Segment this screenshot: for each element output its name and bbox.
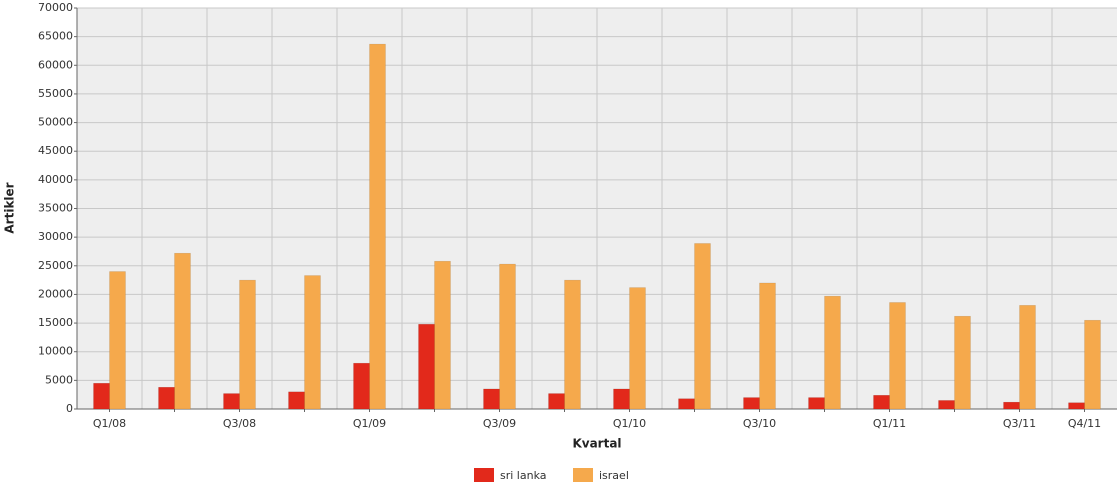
bar bbox=[369, 43, 386, 410]
bar bbox=[1084, 319, 1101, 410]
legend-swatch bbox=[474, 468, 494, 482]
x-tick-label: Q1/09 bbox=[353, 417, 386, 430]
x-tick-label: Q3/08 bbox=[223, 417, 256, 430]
bar bbox=[629, 287, 646, 410]
bar bbox=[223, 393, 240, 410]
y-tick-label: 20000 bbox=[38, 287, 73, 300]
bar bbox=[808, 397, 825, 410]
bar bbox=[759, 282, 776, 410]
y-tick-label: 60000 bbox=[38, 58, 73, 71]
bar bbox=[1068, 402, 1085, 410]
y-tick-label: 15000 bbox=[38, 316, 73, 329]
bar bbox=[824, 295, 841, 410]
y-axis-title: Artikler bbox=[3, 182, 17, 233]
y-tick-label: 55000 bbox=[38, 87, 73, 100]
y-tick-label: 5000 bbox=[45, 373, 73, 386]
legend-label: sri lanka bbox=[500, 469, 547, 482]
bar bbox=[954, 315, 971, 410]
y-tick-label: 45000 bbox=[38, 144, 73, 157]
bar bbox=[109, 271, 126, 410]
bar bbox=[434, 260, 451, 410]
bar bbox=[418, 323, 435, 410]
bar bbox=[743, 397, 760, 410]
x-axis-title: Kvartal bbox=[572, 437, 621, 451]
y-tick-label: 25000 bbox=[38, 259, 73, 272]
bar bbox=[499, 263, 516, 410]
x-tick-label: Q4/11 bbox=[1068, 417, 1101, 430]
x-tick-label: Q3/10 bbox=[743, 417, 776, 430]
y-tick-label: 40000 bbox=[38, 173, 73, 186]
bar bbox=[548, 393, 565, 410]
bar bbox=[353, 362, 370, 410]
y-tick-label: 10000 bbox=[38, 345, 73, 358]
y-tick-label: 50000 bbox=[38, 116, 73, 129]
x-tick-label: Q3/09 bbox=[483, 417, 516, 430]
bar bbox=[288, 391, 305, 410]
bar bbox=[1019, 305, 1036, 410]
legend-label: israel bbox=[599, 469, 629, 482]
bar bbox=[678, 398, 695, 410]
bar bbox=[174, 252, 191, 410]
bar bbox=[483, 388, 500, 410]
bar bbox=[158, 386, 175, 410]
bar bbox=[564, 279, 581, 410]
bar bbox=[1003, 401, 1020, 410]
bar bbox=[613, 388, 630, 410]
bar bbox=[93, 382, 110, 410]
y-tick-label: 70000 bbox=[38, 1, 73, 14]
x-tick-label: Q1/10 bbox=[613, 417, 646, 430]
bar bbox=[938, 400, 955, 410]
x-tick-label: Q1/11 bbox=[873, 417, 906, 430]
bar bbox=[304, 275, 321, 410]
bar bbox=[889, 302, 906, 410]
bar bbox=[239, 279, 256, 410]
legend-swatch bbox=[573, 468, 593, 482]
y-tick-label: 65000 bbox=[38, 30, 73, 43]
bar bbox=[873, 395, 890, 410]
y-tick-label: 35000 bbox=[38, 202, 73, 215]
bar bbox=[694, 243, 711, 410]
y-tick-label: 0 bbox=[66, 402, 73, 415]
x-tick-label: Q1/08 bbox=[93, 417, 126, 430]
x-tick-label: Q3/11 bbox=[1003, 417, 1036, 430]
y-tick-label: 30000 bbox=[38, 230, 73, 243]
